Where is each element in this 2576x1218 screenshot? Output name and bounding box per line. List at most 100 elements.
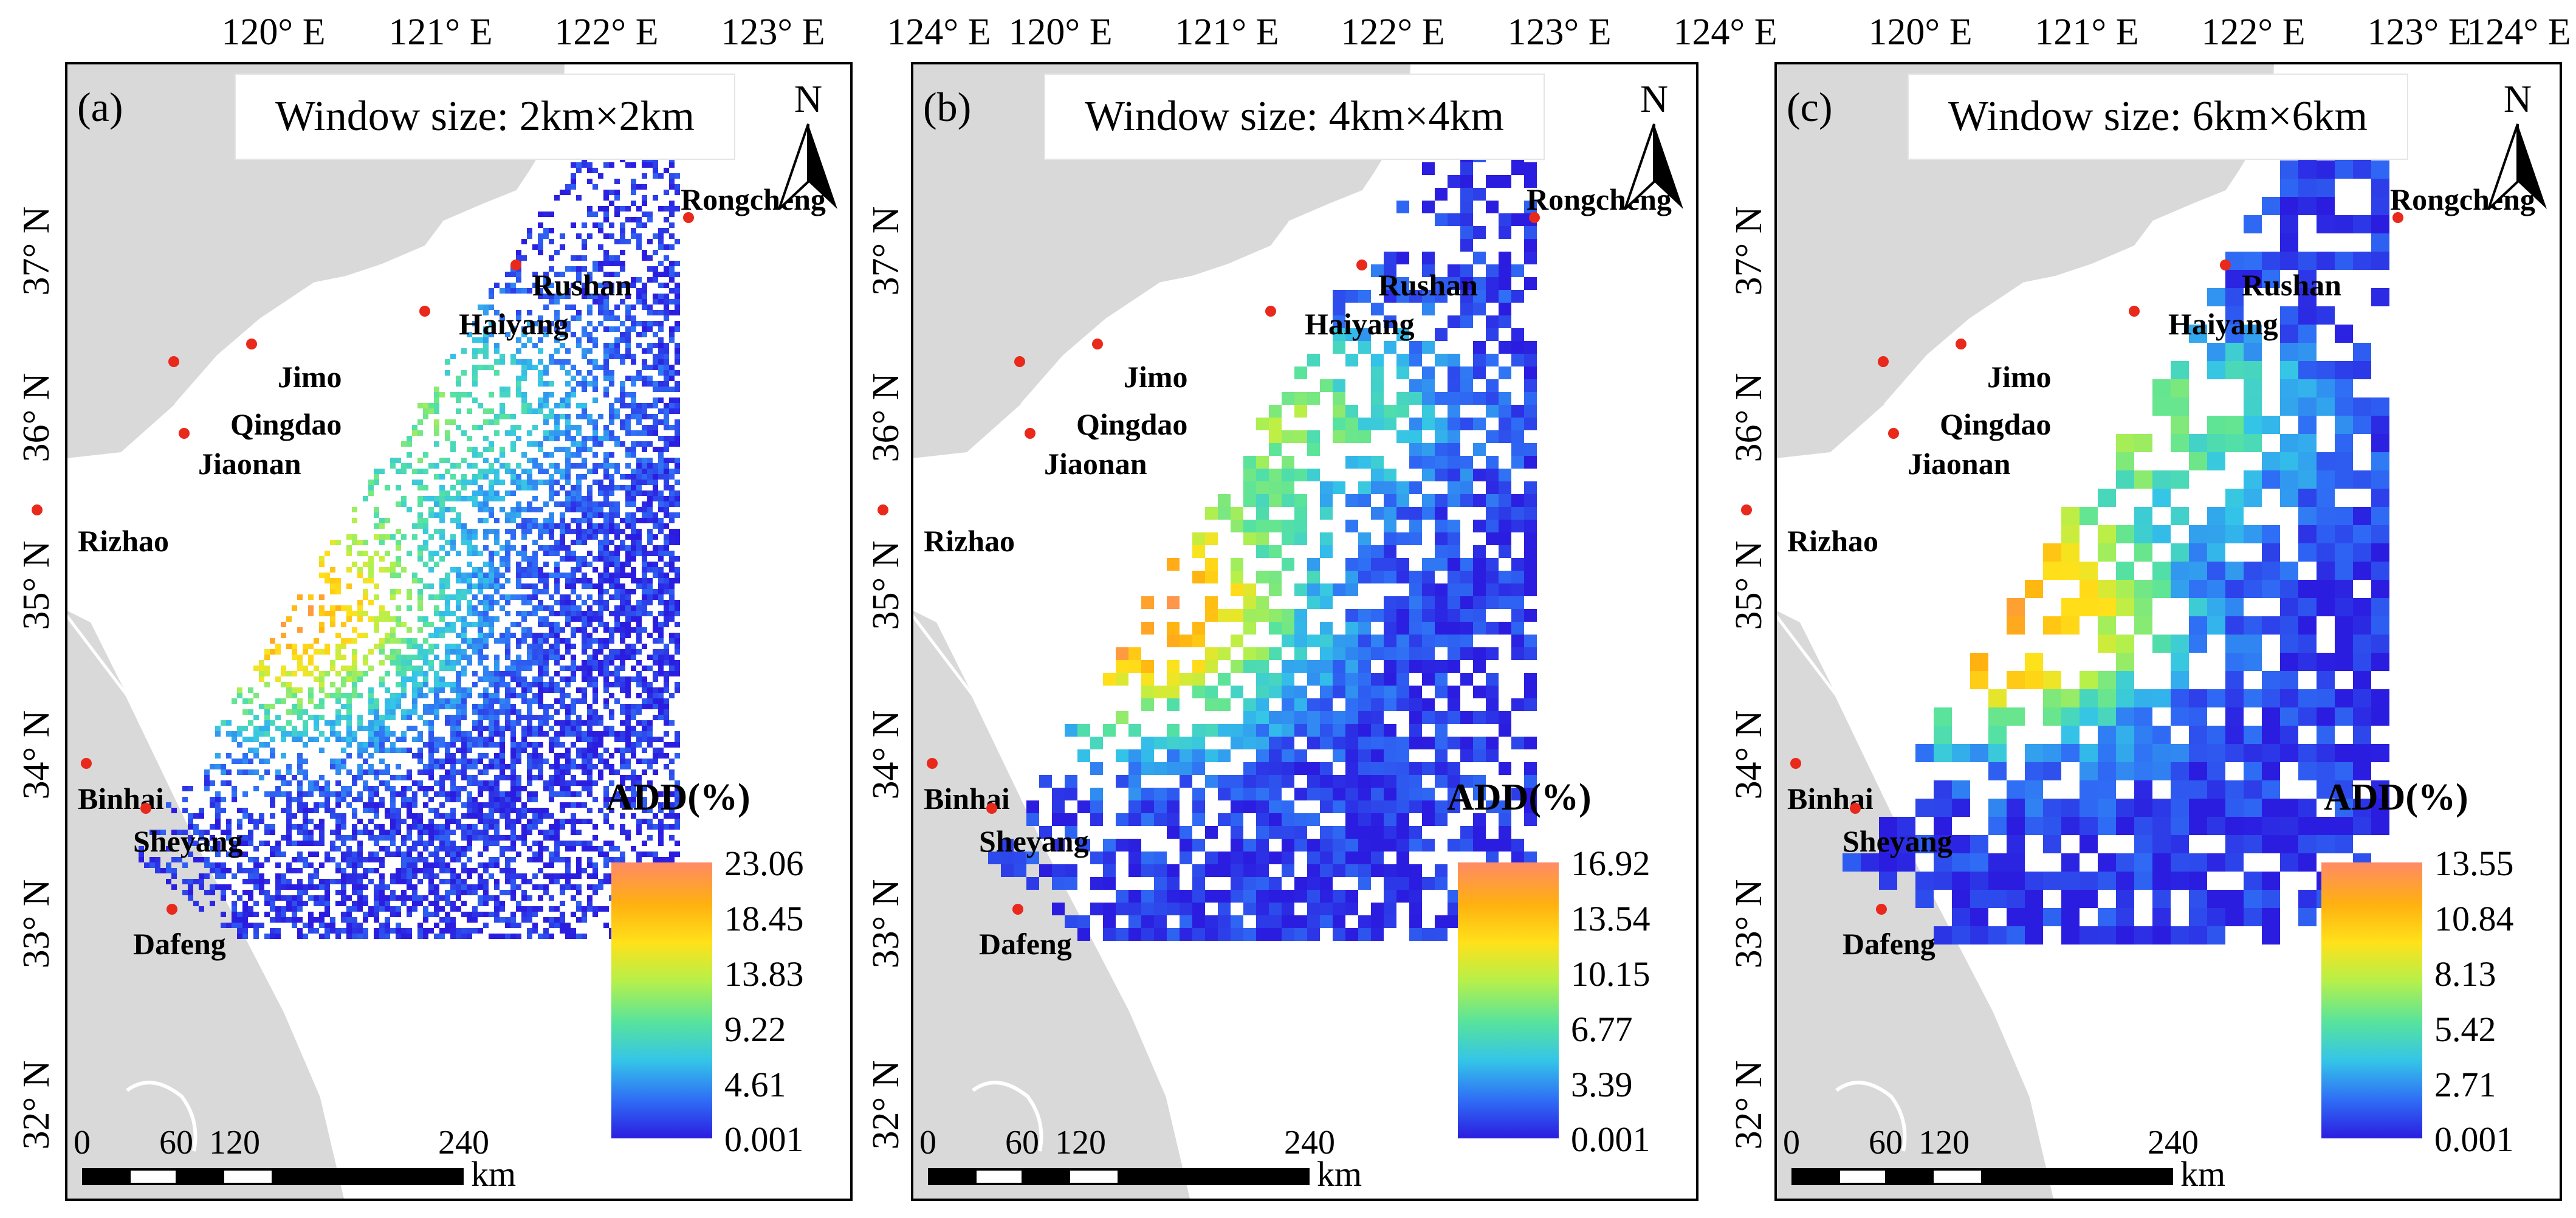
heat-cell: [614, 212, 620, 217]
heat-cell: [297, 780, 303, 786]
heat-cell: [401, 857, 407, 862]
heat-cell: [565, 348, 571, 354]
heat-cell: [450, 622, 456, 627]
heat-cell: [560, 501, 565, 507]
heat-cell: [609, 376, 614, 381]
heat-cell: [188, 824, 193, 830]
heat-cell: [500, 769, 505, 775]
heat-cell: [647, 496, 653, 501]
heat-cell: [571, 934, 576, 939]
heat-cell: [242, 901, 248, 906]
heat-cell: [554, 430, 560, 436]
heat-cell: [286, 764, 292, 769]
heat-cell: [352, 534, 357, 540]
heat-cell: [647, 764, 653, 769]
heat-cell: [483, 698, 489, 704]
heat-cell: [456, 600, 461, 605]
heat-cell: [314, 808, 319, 813]
heat-cell: [582, 496, 587, 501]
heat-cell: [385, 835, 390, 841]
heat-cell: [598, 304, 603, 310]
heat-cell: [417, 835, 423, 841]
heat-cell: [472, 365, 478, 370]
heat-cell: [407, 605, 412, 611]
heat-cell: [303, 742, 308, 748]
heat-cell: [445, 490, 450, 496]
heat-cell: [439, 512, 445, 518]
heat-cell: [609, 255, 614, 261]
heat-cell: [543, 622, 549, 627]
heat-cell: [647, 611, 653, 616]
heat-cell: [472, 611, 478, 616]
heat-cell: [450, 644, 456, 649]
heat-cell: [434, 884, 439, 890]
heat-cell: [450, 441, 456, 447]
heat-cell: [308, 605, 314, 611]
heat-cell: [210, 884, 215, 890]
heat-cell: [1486, 481, 1499, 494]
heat-cell: [483, 518, 489, 523]
heat-cell: [428, 808, 434, 813]
heat-cell: [669, 299, 675, 304]
heat-cell: [565, 879, 571, 884]
heat-cell: [549, 573, 554, 578]
heat-cell: [598, 222, 603, 228]
heat-cell: [538, 753, 543, 759]
heat-cell: [609, 753, 614, 759]
heat-cell: [521, 376, 527, 381]
heat-cell: [1422, 571, 1435, 583]
heat-cell: [1499, 213, 1511, 226]
heat-cell: [631, 392, 636, 397]
heat-cell: [500, 463, 505, 469]
heat-cell: [658, 233, 664, 239]
heat-cell: [423, 469, 428, 474]
heat-cell: [472, 764, 478, 769]
heat-cell: [450, 780, 456, 786]
heat-cell: [396, 616, 401, 622]
heat-cell: [658, 709, 664, 715]
heat-cell: [439, 529, 445, 534]
heat-cell: [543, 616, 549, 622]
heat-cell: [571, 780, 576, 786]
heat-cell: [592, 583, 598, 589]
heat-cell: [532, 343, 538, 348]
heat-cell: [521, 583, 527, 589]
heat-cell: [242, 879, 248, 884]
heat-cell: [582, 687, 587, 693]
heat-cell: [253, 786, 259, 791]
heat-cell: [658, 463, 664, 469]
heat-cell: [587, 469, 592, 474]
heat-cell: [1448, 532, 1460, 545]
heat-cell: [478, 720, 483, 726]
heat-cell: [417, 545, 423, 551]
heat-cell: [346, 611, 352, 616]
heat-cell: [587, 808, 592, 813]
heat-cell: [592, 731, 598, 737]
heat-cell: [554, 841, 560, 846]
heat-cell: [385, 616, 390, 622]
heat-cell: [560, 704, 565, 709]
heat-cell: [664, 813, 669, 819]
heat-cell: [489, 704, 494, 709]
heat-cell: [472, 671, 478, 676]
heat-cell: [532, 463, 538, 469]
heat-cell: [582, 720, 587, 726]
heat-cell: [472, 622, 478, 627]
heat-cell: [215, 884, 221, 890]
heat-cell: [346, 928, 352, 934]
heat-cell: [1524, 418, 1537, 430]
heat-cell: [631, 162, 636, 168]
heat-cell: [1282, 469, 1294, 481]
heat-cell: [521, 873, 527, 879]
heat-cell: [242, 737, 248, 742]
heat-cell: [636, 184, 642, 190]
heat-cell: [614, 179, 620, 184]
heat-cell: [303, 720, 308, 726]
heat-cell: [625, 748, 631, 753]
heat-cell: [1167, 622, 1180, 635]
heat-cell: [554, 490, 560, 496]
heat-cell: [461, 573, 467, 578]
heat-cell: [642, 294, 647, 299]
heat-cell: [489, 824, 494, 830]
heat-cell: [625, 655, 631, 660]
